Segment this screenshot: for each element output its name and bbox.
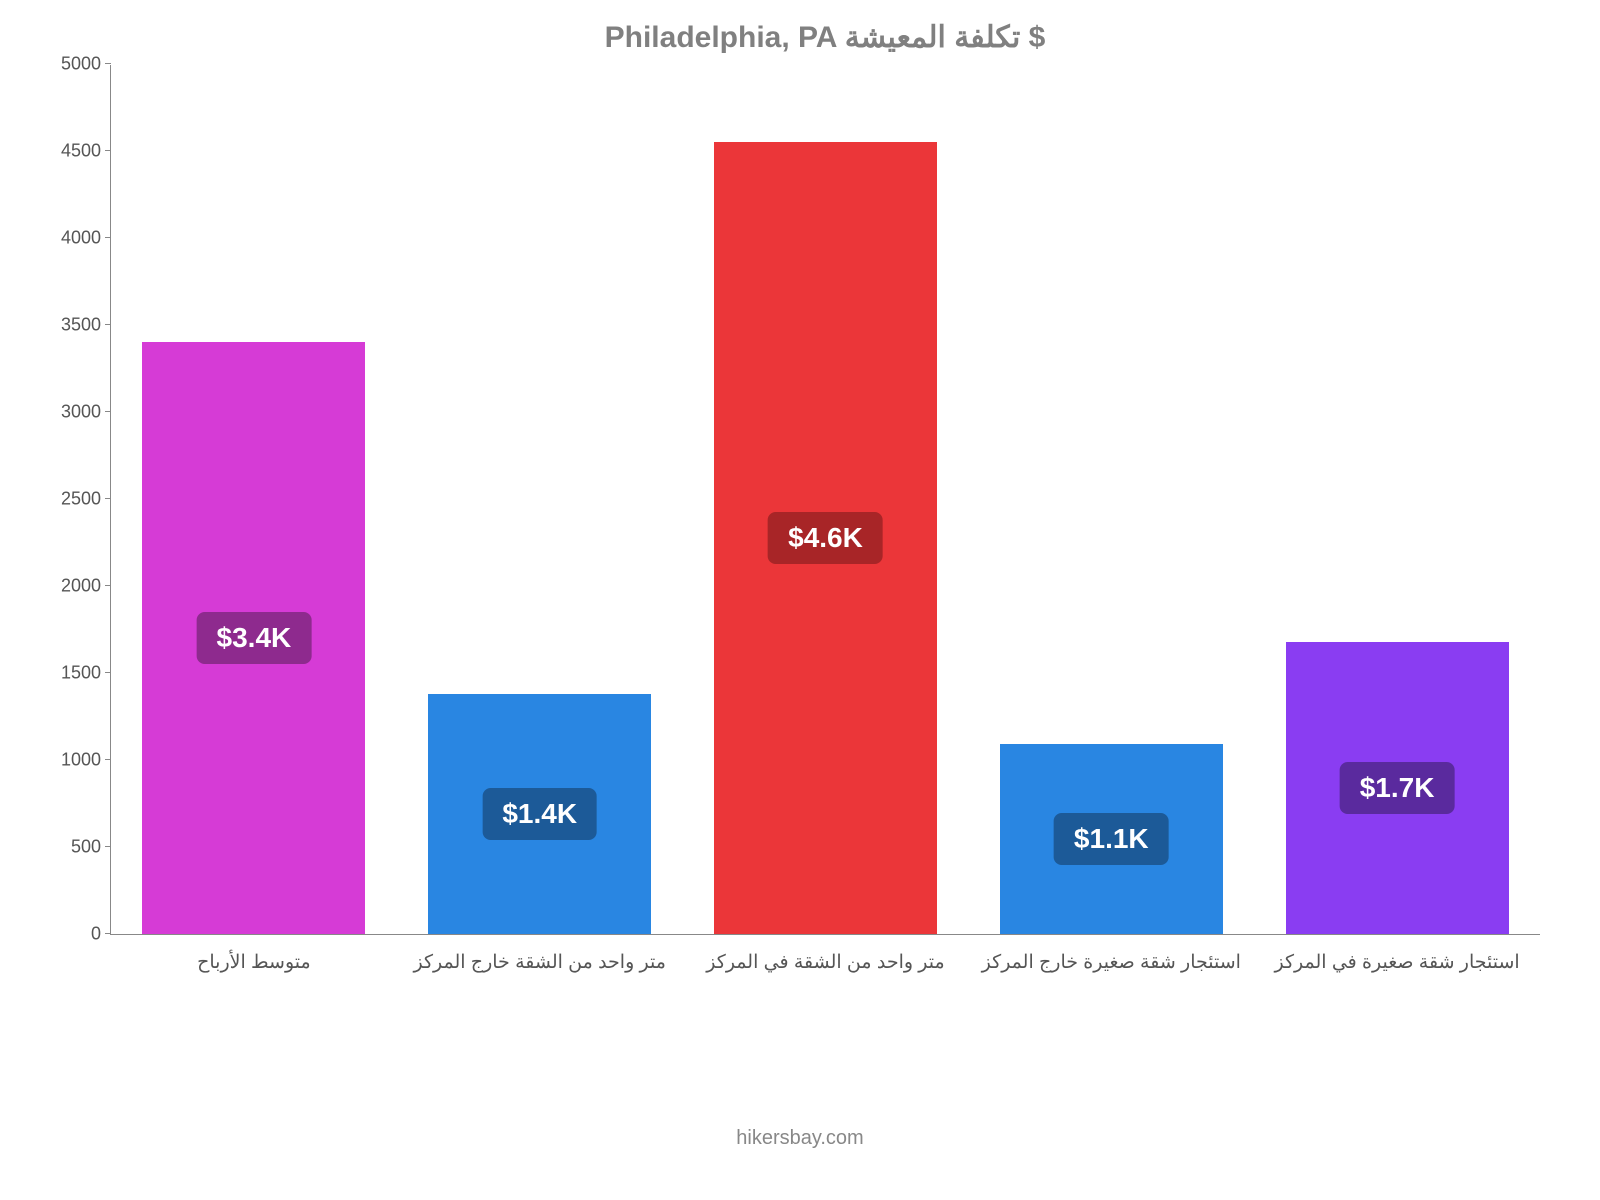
bars-group: $1.7K $1.1K $4.6K $1.4K $3.4K: [111, 65, 1540, 934]
y-tick-label: 1000: [41, 750, 101, 771]
y-tick-label: 4000: [41, 228, 101, 249]
y-tick-label: 2000: [41, 576, 101, 597]
bar: $3.4K: [142, 342, 365, 934]
y-tick-mark: [105, 498, 111, 499]
x-axis-label: متر واحد من الشقة في المركز: [683, 951, 969, 974]
y-tick-mark: [105, 237, 111, 238]
x-axis-label: متوسط الأرباح: [111, 951, 397, 974]
bar-slot: $3.4K: [111, 65, 397, 934]
bar: $1.1K: [1000, 744, 1223, 934]
bar-value-badge: $1.1K: [1054, 813, 1169, 865]
y-tick-mark: [105, 63, 111, 64]
plot-area: $1.7K$1.1K$4.6K$1.4K$3.4K استئجار شقة صغ…: [110, 65, 1540, 935]
y-tick-mark: [105, 411, 111, 412]
bar-slot: $1.7K: [1254, 65, 1540, 934]
bar: $1.4K: [428, 694, 651, 934]
y-tick-mark: [105, 672, 111, 673]
y-tick-mark: [105, 933, 111, 934]
y-tick-label: 0: [41, 924, 101, 945]
x-axis-labels: استئجار شقة صغيرة في المركزاستئجار شقة ص…: [111, 951, 1540, 974]
y-tick-label: 3000: [41, 402, 101, 423]
y-tick-label: 2500: [41, 489, 101, 510]
bar-value-badge: $4.6K: [768, 512, 883, 564]
bar: $1.7K: [1286, 642, 1509, 934]
bar-slot: $4.6K: [683, 65, 969, 934]
y-tick-label: 1500: [41, 663, 101, 684]
y-tick-label: 5000: [41, 54, 101, 75]
y-tick-mark: [105, 324, 111, 325]
bar: $4.6K: [714, 142, 937, 934]
y-tick-label: 500: [41, 837, 101, 858]
bar-value-badge: $3.4K: [197, 612, 312, 664]
y-tick-mark: [105, 759, 111, 760]
y-tick-label: 4500: [41, 141, 101, 162]
y-tick-mark: [105, 150, 111, 151]
y-tick-mark: [105, 846, 111, 847]
bar-value-badge: $1.7K: [1340, 762, 1455, 814]
chart-footer: hikersbay.com: [0, 1127, 1600, 1150]
y-tick-label: 3500: [41, 315, 101, 336]
x-axis-label: استئجار شقة صغيرة في المركز: [1254, 951, 1540, 974]
bar-slot: $1.4K: [397, 65, 683, 934]
chart-title: Philadelphia, PA تكلفة المعيشة $: [110, 20, 1540, 55]
bar-value-badge: $1.4K: [482, 788, 597, 840]
x-axis-label: متر واحد من الشقة خارج المركز: [397, 951, 683, 974]
chart-container: Philadelphia, PA تكلفة المعيشة $ $1.7K$1…: [0, 0, 1600, 1200]
x-axis-label: استئجار شقة صغيرة خارج المركز: [968, 951, 1254, 974]
bar-slot: $1.1K: [968, 65, 1254, 934]
y-tick-mark: [105, 585, 111, 586]
